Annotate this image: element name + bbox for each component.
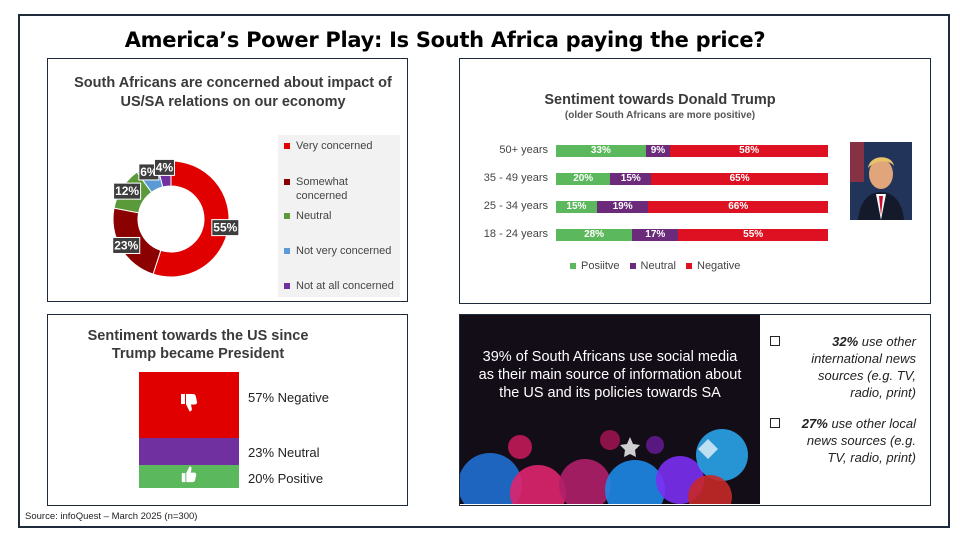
trump-sentiment-panel: Sentiment towards Donald Trump (older So…	[459, 58, 931, 304]
concern-panel: South Africans are concerned about impac…	[47, 58, 408, 302]
legend-item-very-concerned: Very concerned	[284, 139, 372, 153]
concern-chart-title: South Africans are concerned about impac…	[74, 75, 392, 110]
stat-percent: 32%	[832, 334, 859, 349]
bar-segment-neutral	[139, 438, 239, 465]
bar-segment-positive: 15%	[556, 201, 597, 213]
legend-swatch	[284, 248, 290, 254]
social-media-image: 39% of South Africans use social media a…	[460, 315, 760, 504]
svg-text:23%: 23%	[114, 238, 138, 252]
legend-item-not-at-all-concerned: Not at all concerned	[284, 279, 394, 293]
legend-label: Neutral	[640, 260, 676, 272]
stat-item-local: 27% use other local news sources (e.g. T…	[768, 415, 928, 466]
legend-label: Negative	[697, 260, 741, 272]
checkbox-icon	[770, 418, 780, 428]
legend-swatch	[629, 263, 636, 269]
stat-text: use other local news sources (e.g. TV, r…	[806, 416, 916, 465]
donut-slice-very-concerned	[152, 160, 230, 278]
bar-segment-neutral: 9%	[645, 145, 671, 157]
row-label: 25 - 34 years	[483, 200, 548, 212]
row-label: 35 - 49 years	[483, 172, 548, 184]
legend-item-not-very-concerned: Not very concerned	[284, 244, 391, 258]
legend-swatch	[284, 179, 290, 185]
legend-item-neutral: Neutral	[284, 209, 331, 223]
portrait-photo	[850, 142, 912, 220]
legend-item-positive: Posiitve	[570, 260, 620, 272]
legend-swatch	[570, 263, 576, 269]
stat-text: use other international news sources (e.…	[811, 334, 916, 400]
svg-text:4%: 4%	[156, 160, 174, 174]
bar-segment-negative: 55%	[678, 229, 828, 241]
checkbox-icon	[770, 336, 780, 346]
concern-donut-chart: 55% 23% 12%6%4%	[112, 158, 240, 278]
thumbs-down-icon	[180, 393, 198, 418]
bar-segment-negative: 58%	[670, 145, 828, 157]
us-chart-title: Sentiment towards the US since Trump bec…	[87, 328, 309, 362]
legend-label: Not at all concerned	[296, 280, 394, 292]
legend-swatch	[284, 283, 290, 289]
bar-segment-neutral: 17%	[632, 229, 679, 241]
legend-label: Very concerned	[296, 140, 373, 152]
svg-text:6%: 6%	[140, 165, 158, 179]
source-note: Source: infoQuest – March 2025 (n=300)	[25, 511, 198, 522]
legend-label: Not very concerned	[296, 245, 392, 257]
row-label: 50+ years	[499, 144, 548, 156]
legend-label: Posiitve	[581, 260, 620, 272]
legend-swatch	[284, 143, 290, 149]
us-label-positive: 20% Positive	[248, 471, 324, 486]
bar-segment-negative: 66%	[648, 201, 828, 213]
bar-segment-negative	[139, 372, 239, 438]
legend-swatch	[686, 263, 692, 269]
legend-item-somewhat-concerned: Somewhat concerned	[284, 175, 394, 203]
row-label: 18 - 24 years	[483, 228, 548, 240]
bar-segment-positive	[139, 465, 239, 488]
bar-segment-positive: 20%	[556, 173, 611, 185]
us-sentiment-panel: Sentiment towards the US since Trump bec…	[47, 314, 408, 506]
bar-segment-neutral: 15%	[610, 173, 652, 185]
bar-segment-positive: 28%	[556, 229, 633, 241]
social-media-headline: 39% of South Africans use social media a…	[478, 349, 742, 401]
stat-percent: 27%	[801, 416, 828, 431]
legend-label: Somewhat concerned	[296, 176, 348, 202]
svg-text:12%: 12%	[115, 184, 139, 198]
thumbs-up-icon	[180, 465, 198, 488]
us-label-neutral: 23% Neutral	[248, 445, 320, 460]
svg-text:55%: 55%	[213, 221, 237, 235]
donut-data-label: 12%	[113, 182, 142, 200]
legend-swatch	[284, 213, 290, 219]
bar-segment-neutral: 19%	[596, 201, 649, 213]
donut-data-label: 4%	[153, 158, 175, 176]
donut-data-label: 23%	[112, 236, 141, 254]
legend-label: Neutral	[296, 210, 332, 222]
stat-item-international: 32% use other international news sources…	[768, 333, 928, 401]
trump-chart-title: Sentiment towards Donald Trump	[544, 92, 776, 108]
us-label-negative: 57% Negative	[248, 390, 329, 405]
donut-data-label: 55%	[211, 219, 240, 237]
concern-legend: Very concerned Somewhat concerned Neutra…	[278, 135, 400, 297]
us-sentiment-stacked-bar	[139, 372, 239, 488]
bar-segment-positive: 33%	[556, 145, 646, 157]
bar-segment-negative: 65%	[651, 173, 828, 185]
social-media-panel: 39% of South Africans use social media a…	[459, 314, 931, 506]
page-title: America’s Power Play: Is South Africa pa…	[124, 28, 766, 52]
trump-chart-subtitle: (older South Africans are more positive)	[564, 110, 756, 121]
news-sources-list: 32% use other international news sources…	[768, 333, 928, 480]
legend-item-neutral: Neutral	[629, 260, 676, 272]
legend-item-negative: Negative	[686, 260, 740, 272]
trump-legend: Posiitve Neutral Negative	[570, 260, 750, 272]
